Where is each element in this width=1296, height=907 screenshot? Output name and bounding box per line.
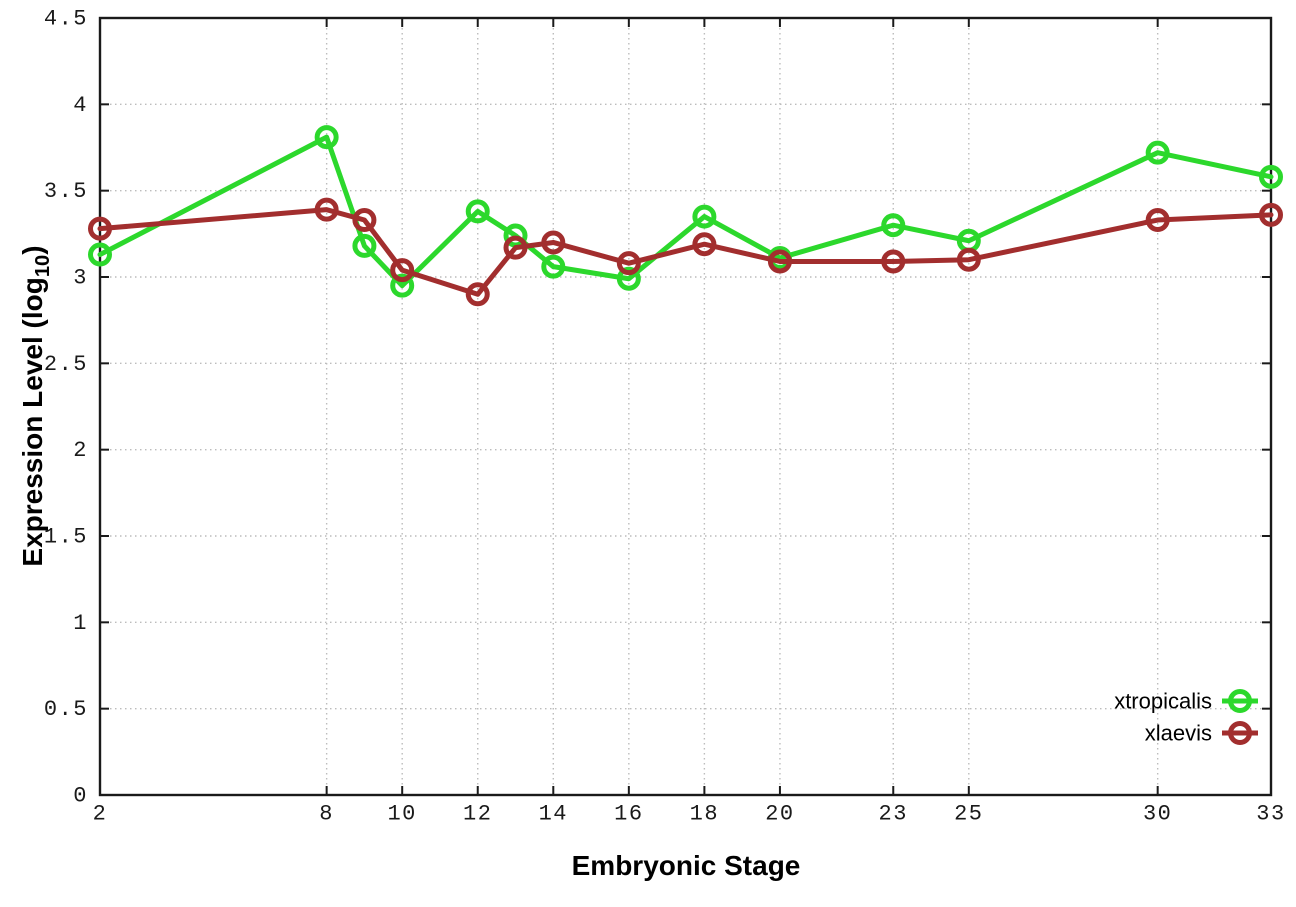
legend-label-xlaevis: xlaevis: [1145, 721, 1212, 746]
y-axis-title-text: Expression Level (log: [17, 277, 49, 567]
x-axis-title: Embryonic Stage: [571, 850, 801, 881]
legend-marker-xtropicalis: [1228, 689, 1252, 713]
x-tick-label-16: 16: [614, 802, 643, 827]
x-tick-label-20: 20: [765, 802, 794, 827]
data-point-xlaevis-25: [956, 247, 981, 272]
x-tick-label-12: 12: [463, 802, 492, 827]
data-point-xtropicalis-30: [1145, 140, 1170, 165]
data-point-xlaevis-13: [503, 235, 528, 260]
data-point-xtropicalis-9: [352, 233, 377, 258]
data-point-xlaevis-16: [616, 251, 641, 276]
data-point-xlaevis-2: [88, 216, 112, 241]
data-point-xtropicalis-10: [390, 273, 415, 298]
data-point-xlaevis-20: [767, 249, 792, 274]
y-axis-title: Expression Level (log10): [17, 245, 55, 566]
legend-marker-xlaevis: [1228, 721, 1252, 745]
data-point-xlaevis-30: [1145, 208, 1170, 233]
y-tick-label-1.5: 1.5: [44, 525, 88, 550]
y-tick-label-3.5: 3.5: [44, 179, 88, 204]
data-point-xtropicalis-13: [503, 223, 528, 248]
data-point-xtropicalis-2: [88, 242, 112, 267]
y-tick-label-0.5: 0.5: [44, 697, 88, 722]
data-point-xlaevis-33: [1259, 202, 1283, 227]
y-tick-label-4.5: 4.5: [44, 7, 88, 32]
x-tick-label-25: 25: [954, 802, 983, 827]
y-axis-title-close: ): [17, 245, 49, 255]
y-tick-label-4: 4: [73, 93, 88, 118]
series-line-xlaevis: [97, 207, 1274, 297]
y-tick-label-2: 2: [73, 438, 88, 463]
data-point-xtropicalis-8: [314, 125, 339, 150]
y-tick-label-3: 3: [73, 266, 88, 291]
series-line-xtropicalis: [97, 134, 1274, 289]
data-point-xtropicalis-16: [616, 266, 641, 291]
data-point-xtropicalis-18: [692, 204, 717, 229]
data-point-xlaevis-8: [314, 197, 339, 222]
x-tick-label-30: 30: [1143, 802, 1172, 827]
data-point-xtropicalis-23: [881, 213, 906, 238]
x-tick-label-2: 2: [93, 802, 108, 827]
data-point-xlaevis-12: [465, 282, 490, 307]
x-tick-label-33: 33: [1256, 802, 1285, 827]
x-tick-label-18: 18: [690, 802, 719, 827]
legend-label-xtropicalis: xtropicalis: [1114, 689, 1212, 714]
y-axis-title-subscript: 10: [31, 254, 54, 278]
x-tick-label-8: 8: [319, 802, 334, 827]
data-point-xlaevis-23: [881, 249, 906, 274]
data-point-xtropicalis-33: [1259, 164, 1283, 189]
data-point-xlaevis-9: [352, 208, 377, 233]
data-point-xtropicalis-14: [541, 254, 566, 279]
data-point-xtropicalis-12: [465, 199, 490, 224]
x-tick-label-14: 14: [539, 802, 568, 827]
x-tick-label-23: 23: [879, 802, 908, 827]
plot-border: [98, 16, 1273, 797]
y-tick-label-2.5: 2.5: [44, 352, 88, 377]
y-tick-label-1: 1: [73, 611, 88, 636]
y-tick-label-0: 0: [73, 784, 88, 809]
x-tick-label-10: 10: [387, 802, 416, 827]
data-point-xlaevis-18: [692, 232, 717, 257]
data-point-xlaevis-10: [390, 258, 415, 283]
data-point-xlaevis-14: [541, 230, 566, 255]
